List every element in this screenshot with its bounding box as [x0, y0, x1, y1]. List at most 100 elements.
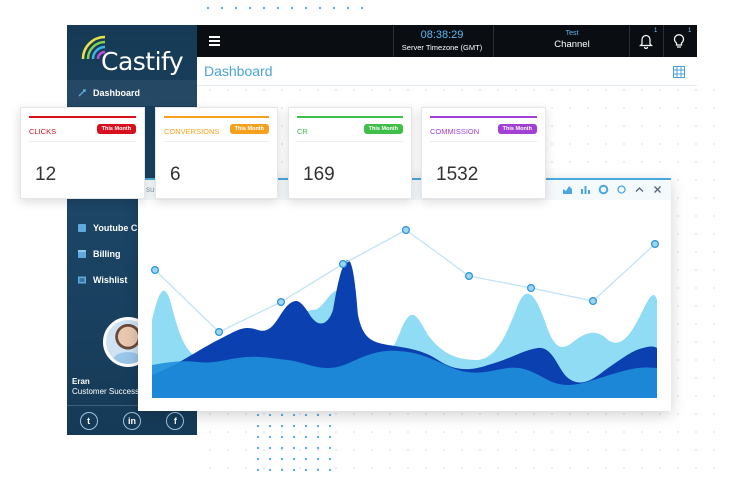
decor-dot [695, 251, 697, 253]
sidebar-item-dashboard[interactable]: Dashboard [67, 80, 197, 106]
stat-card-conversions[interactable]: CONVERSIONS This Month 6 [155, 107, 278, 199]
decor-dot [461, 467, 463, 469]
twitter-icon[interactable]: t [79, 411, 98, 430]
decor-dot [605, 413, 607, 415]
decor-dot [268, 424, 272, 428]
card-accent-bar [297, 116, 403, 118]
area-chart-icon[interactable] [562, 184, 573, 195]
period-badge[interactable]: This Month [497, 124, 537, 134]
decor-dot [587, 125, 589, 127]
decor-dot [407, 413, 409, 415]
stat-card-commission[interactable]: COMMISSION This Month 1532 [421, 107, 546, 199]
card-value: 169 [303, 164, 335, 185]
divider [629, 25, 630, 57]
decor-dot [659, 161, 661, 163]
decor-dot [292, 446, 296, 450]
decor-dot [497, 449, 499, 451]
castify-logo[interactable]: Castify [79, 33, 189, 76]
decor-dot [713, 143, 715, 145]
line-point[interactable] [589, 296, 598, 305]
line-point[interactable] [277, 297, 286, 306]
sidebar-menu-lower: Youtube Cha Billing Wishlist [67, 215, 197, 293]
line-point[interactable] [465, 271, 474, 280]
channel-name: Test [565, 30, 579, 37]
decor-dot [695, 431, 697, 433]
decor-dot [443, 431, 445, 433]
decor-dot [425, 449, 427, 451]
period-badge[interactable]: This Month [229, 124, 269, 134]
decor-dot [292, 457, 296, 461]
decor-dot [533, 467, 535, 469]
decor-dot [677, 107, 679, 109]
donut-chart-icon[interactable] [598, 184, 609, 195]
card-value: 6 [170, 164, 181, 185]
decor-dot [304, 468, 308, 472]
decor-dot [290, 6, 294, 10]
line-point[interactable] [402, 226, 411, 235]
decor-dot [353, 89, 355, 91]
decor-dot [292, 468, 296, 472]
period-badge[interactable]: This Month [363, 124, 403, 134]
decor-dot [234, 6, 238, 10]
sidebar-item-youtube[interactable]: Youtube Cha [67, 215, 197, 241]
decor-dot [281, 89, 283, 91]
linkedin-icon[interactable]: in [122, 411, 141, 430]
lightbulb-icon[interactable] [672, 33, 686, 49]
billing-icon [78, 250, 86, 258]
decor-dot [587, 161, 589, 163]
card-title: CR [297, 127, 308, 136]
decor-dot [659, 467, 661, 469]
line-point[interactable] [214, 328, 223, 337]
decor-dot [551, 143, 553, 145]
decor-dot [623, 161, 625, 163]
decor-dot [304, 457, 308, 461]
page-title: Dashboard [204, 63, 273, 79]
wishlist-icon [78, 276, 86, 284]
decor-dot [623, 431, 625, 433]
bell-icon[interactable] [639, 33, 653, 49]
decor-dot [335, 89, 337, 91]
decor-dot [677, 395, 679, 397]
decor-dot [677, 377, 679, 379]
bar-chart-icon[interactable] [580, 184, 591, 195]
decor-dot [328, 468, 332, 472]
stat-card-clicks[interactable]: CLICKS This Month 12 [20, 107, 145, 199]
decor-dot [695, 125, 697, 127]
decor-dot [281, 431, 283, 433]
period-badge[interactable]: This Month [96, 124, 136, 134]
grid-view-icon[interactable] [673, 66, 685, 78]
line-point[interactable] [151, 265, 160, 274]
tips-count: 1 [688, 28, 692, 34]
card-accent-bar [29, 116, 136, 118]
decor-dot [371, 449, 373, 451]
sidebar-item-billing[interactable]: Billing [67, 241, 197, 267]
close-icon[interactable] [652, 184, 663, 195]
decor-dot [695, 215, 697, 217]
decor-dot [209, 431, 211, 433]
decor-dot [713, 431, 715, 433]
decor-dot [425, 467, 427, 469]
menu-toggle-icon[interactable] [209, 36, 220, 46]
facebook-icon[interactable]: f [166, 411, 185, 430]
decor-dot [268, 435, 272, 439]
decor-dot [695, 323, 697, 325]
decor-dot [227, 413, 229, 415]
decor-dot [256, 468, 260, 472]
line-point[interactable] [527, 283, 536, 292]
sidebar-item-wishlist[interactable]: Wishlist [67, 267, 197, 293]
refresh-icon[interactable] [616, 184, 627, 195]
decor-dot [677, 251, 679, 253]
decor-dot [263, 431, 265, 433]
stat-card-cr[interactable]: CR This Month 169 [288, 107, 412, 199]
line-point[interactable] [650, 239, 659, 248]
server-time: 08:38:29 [420, 29, 464, 41]
decor-dot [677, 359, 679, 361]
decor-dot [317, 431, 319, 433]
decor-dot [569, 449, 571, 451]
collapse-icon[interactable] [634, 184, 645, 195]
channel-selector[interactable]: Test Channel [507, 30, 637, 50]
decor-dot [389, 467, 391, 469]
decor-dot [497, 467, 499, 469]
decor-dot [533, 89, 535, 91]
line-point[interactable] [339, 259, 348, 268]
